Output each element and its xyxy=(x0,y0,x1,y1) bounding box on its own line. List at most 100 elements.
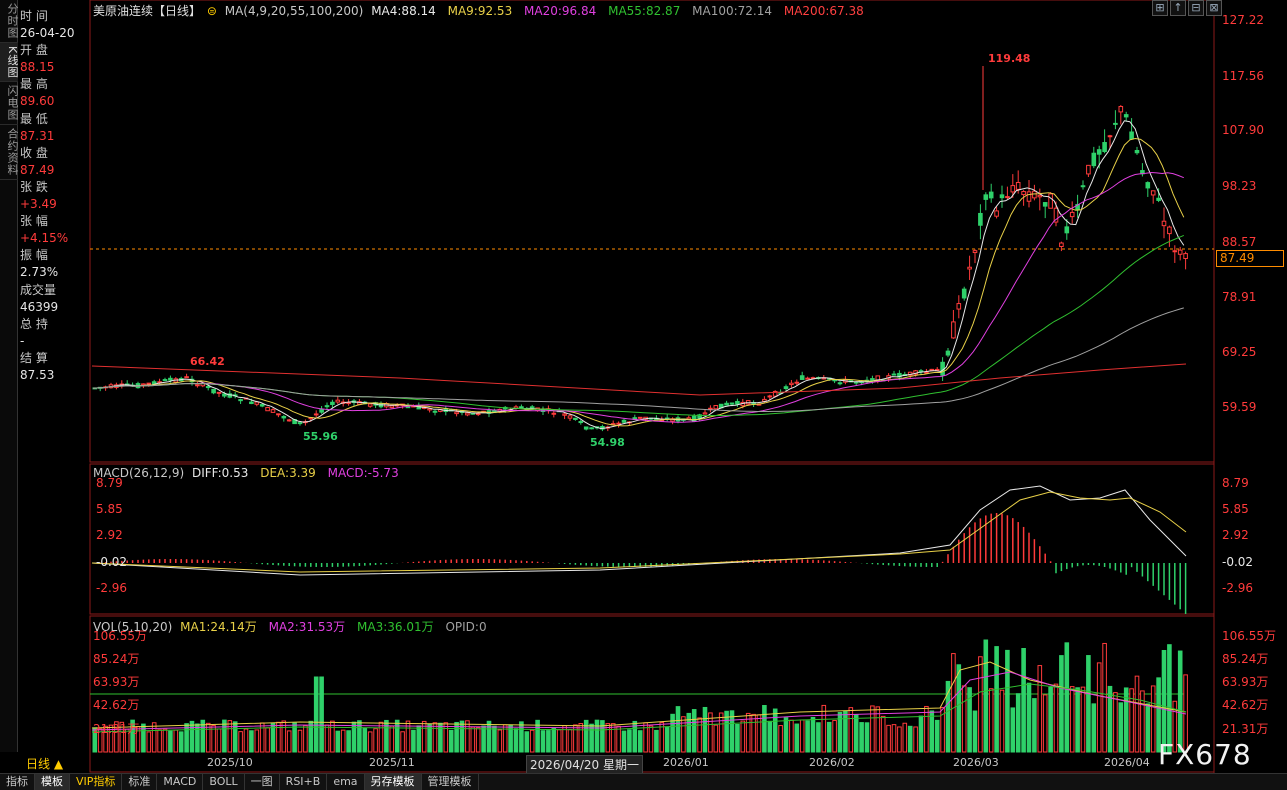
volume-bar xyxy=(486,720,492,753)
candle-body xyxy=(286,419,292,422)
candle-body xyxy=(972,250,978,254)
instrument-title[interactable]: 美原油连续【日线】 xyxy=(93,4,202,18)
ma-line xyxy=(92,171,1184,423)
candle-body xyxy=(999,194,1005,199)
volume-bar xyxy=(162,728,168,753)
macd-tick-label: 2.92 xyxy=(1222,528,1249,542)
volume-bar xyxy=(119,721,125,753)
volume-bar xyxy=(1107,685,1113,753)
volume-bar xyxy=(718,712,724,753)
period-selector[interactable]: 日线 ▲ xyxy=(26,757,64,771)
candle-body xyxy=(951,321,956,339)
volume-bar xyxy=(535,719,540,753)
arrow-up-icon[interactable]: ↑ xyxy=(1170,0,1186,16)
volume-bar xyxy=(880,715,886,753)
candle-body xyxy=(276,413,281,416)
volume-bar xyxy=(600,720,605,753)
volume-bar xyxy=(610,723,616,753)
volume-bar xyxy=(205,722,211,753)
volume-bar xyxy=(108,724,114,753)
price-tick-label: 78.91 xyxy=(1222,290,1256,304)
close-panel-icon[interactable]: ⊠ xyxy=(1206,0,1222,16)
macd-diff-line xyxy=(91,485,1187,576)
volume-bar xyxy=(232,721,238,753)
tab-save-template[interactable]: 另存模板 xyxy=(364,774,422,790)
volume-bar xyxy=(778,725,783,753)
volume-bar xyxy=(724,710,729,753)
candle-body xyxy=(713,405,719,410)
tab-intraday[interactable]: 分时图 xyxy=(0,0,19,43)
tab-standard[interactable]: 标准 xyxy=(122,774,158,790)
volume-tick-label: 42.62万 xyxy=(93,698,139,712)
settings-circle-icon[interactable]: ⊜ xyxy=(206,4,217,18)
volume-bar xyxy=(853,713,859,753)
candle-body xyxy=(1064,226,1070,234)
tab-one-chart[interactable]: 一图 xyxy=(245,774,280,790)
open-label: 开 盘 xyxy=(20,43,48,58)
tab-indicator[interactable]: 指标 xyxy=(0,774,35,790)
candle-body xyxy=(184,376,189,379)
candle-body xyxy=(1167,226,1172,235)
tab-contract-info[interactable]: 合约资料 xyxy=(0,125,19,181)
volume-bar xyxy=(146,731,152,753)
ma200-value: MA200:67.38 xyxy=(783,4,864,18)
volume-bar xyxy=(951,653,956,753)
tab-flash[interactable]: 闪电图 xyxy=(0,82,19,126)
volume-bar xyxy=(357,720,362,753)
volume-bar xyxy=(762,705,767,753)
volume-tick-label: 63.93万 xyxy=(93,675,139,689)
macd-tick-label: -2.96 xyxy=(1222,581,1253,595)
tab-manage-template[interactable]: 管理模板 xyxy=(422,774,479,790)
tab-macd[interactable]: MACD xyxy=(157,774,204,790)
volume-bar xyxy=(216,728,222,753)
volume-bar xyxy=(1167,644,1172,753)
candle-body xyxy=(562,413,567,416)
volume-tick-label: 106.55万 xyxy=(1222,629,1276,643)
volume-bar xyxy=(313,676,319,753)
volume-bar xyxy=(886,724,891,753)
volume-ma3: MA3:36.01万 xyxy=(357,620,434,634)
tab-vip-indicator[interactable]: VIP指标 xyxy=(70,774,123,790)
volume-bar xyxy=(821,704,827,753)
candle-body xyxy=(805,377,810,380)
tab-template[interactable]: 模板 xyxy=(35,774,70,790)
high-label: 最 高 xyxy=(20,77,48,92)
candle-body xyxy=(1032,190,1037,199)
volume-bar xyxy=(373,728,378,753)
candle-body xyxy=(567,415,573,419)
low-value: 87.31 xyxy=(20,128,55,143)
chart-canvas[interactable]: 127.22 117.56 107.90 98.23 88.57 78.91 69.25 59… xyxy=(0,0,1287,773)
volume-bar xyxy=(367,731,373,753)
tab-rsi-b[interactable]: RSI+B xyxy=(280,774,328,790)
volume-bar xyxy=(745,712,751,753)
zoom-out-icon[interactable]: ⊟ xyxy=(1188,0,1204,16)
volume-bar xyxy=(789,719,794,753)
candle-body xyxy=(1091,152,1097,167)
main-chart-header: 美原油连续【日线】 ⊜ MA(4,9,20,55,100,200) MA4:88… xyxy=(93,2,872,19)
candle-body xyxy=(249,401,254,405)
volume-bar xyxy=(324,724,330,753)
volume-bar xyxy=(551,727,557,753)
volume-bar xyxy=(362,727,368,753)
tab-ema[interactable]: ema xyxy=(327,774,365,790)
volume-bar xyxy=(432,722,438,753)
volume-ma1: MA1:24.14万 xyxy=(180,620,257,634)
candle-body xyxy=(799,375,805,380)
volume-bar xyxy=(637,730,643,753)
candle-body xyxy=(1096,149,1102,155)
candle-body xyxy=(724,402,729,406)
candle-body xyxy=(1150,190,1156,196)
volume-bar xyxy=(1150,685,1156,753)
volume-bar xyxy=(729,710,735,753)
volume-bar xyxy=(875,706,881,753)
ma55-value: MA55:82.87 xyxy=(608,4,681,18)
tab-kline[interactable]: K线图 xyxy=(0,43,19,83)
crosshair-icon[interactable]: ⊞ xyxy=(1152,0,1168,16)
volume-bar xyxy=(292,722,297,753)
volume-bar xyxy=(448,729,454,753)
candle-body xyxy=(141,383,146,386)
tab-boll[interactable]: BOLL xyxy=(203,774,245,790)
volume-bar xyxy=(859,722,864,753)
volume-bar xyxy=(168,730,173,753)
volume-bar xyxy=(702,706,708,753)
